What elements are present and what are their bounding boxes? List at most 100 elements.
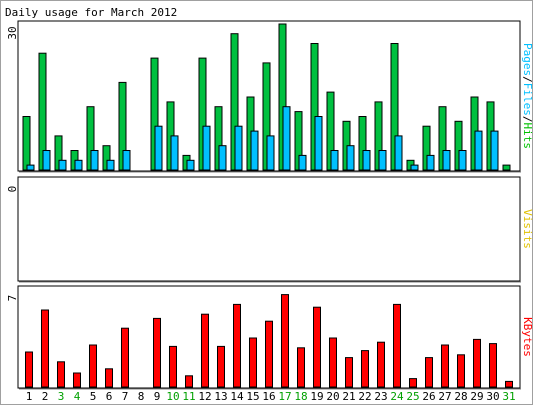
bar-kbytes-day-23: [377, 341, 385, 388]
bar-files-day-7: [122, 150, 131, 171]
bar-kbytes-day-31: [505, 380, 513, 388]
bar-kbytes-day-4: [73, 372, 81, 388]
bar-kbytes-day-22: [361, 350, 369, 388]
bar-files-day-15: [250, 130, 259, 171]
bar-kbytes-day-21: [345, 357, 353, 388]
bar-files-day-6: [106, 159, 115, 171]
bar-files-day-4: [74, 159, 83, 171]
x-tick-label-29: 29: [470, 390, 483, 403]
x-tick-label-28: 28: [454, 390, 467, 403]
bar-kbytes-day-13: [217, 345, 225, 388]
bar-kbytes-day-29: [473, 338, 481, 388]
x-tick-label-7: 7: [122, 390, 129, 403]
bar-kbytes-day-9: [153, 317, 161, 388]
bar-files-day-1: [26, 164, 35, 171]
x-tick-label-31: 31: [502, 390, 515, 403]
bar-kbytes-day-17: [281, 294, 289, 388]
legend-part-4: Hits: [521, 123, 532, 150]
x-tick-label-25: 25: [406, 390, 419, 403]
x-tick-label-3: 3: [58, 390, 65, 403]
bar-kbytes-day-26: [425, 357, 433, 388]
x-tick-label-11: 11: [182, 390, 195, 403]
chart-title: Daily usage for March 2012: [5, 6, 177, 19]
bar-kbytes-day-28: [457, 354, 465, 388]
bar-files-day-5: [90, 150, 99, 171]
bar-kbytes-day-12: [201, 313, 209, 388]
bar-files-day-9: [154, 125, 163, 171]
x-tick-label-14: 14: [230, 390, 244, 403]
x-tick-label-2: 2: [42, 390, 49, 403]
bar-kbytes-day-7: [121, 327, 129, 388]
bar-kbytes-day-18: [297, 347, 305, 388]
bar-kbytes-day-16: [265, 320, 273, 388]
bar-kbytes-day-11: [185, 375, 193, 388]
bar-files-day-12: [202, 125, 211, 171]
x-tick-label-9: 9: [154, 390, 161, 403]
bar-files-day-14: [234, 125, 243, 171]
x-tick-label-18: 18: [294, 390, 307, 403]
panel-visits-legend-label: Visits: [521, 209, 532, 249]
x-tick-label-15: 15: [246, 390, 259, 403]
bar-files-day-28: [458, 150, 467, 171]
panel-visits-ymax-label: 0: [6, 186, 19, 193]
bar-files-day-26: [426, 154, 435, 171]
bar-hits-day-1: [22, 116, 31, 171]
x-tick-label-26: 26: [422, 390, 435, 403]
bar-files-day-10: [170, 135, 179, 171]
x-tick-label-13: 13: [214, 390, 227, 403]
x-tick-label-8: 8: [138, 390, 145, 403]
bar-hits-day-31: [502, 164, 511, 171]
panel-hits-files-pages-ymax-label: 30: [6, 26, 19, 39]
bar-kbytes-day-24: [393, 303, 401, 388]
bar-files-day-18: [298, 154, 307, 171]
bar-kbytes-day-2: [41, 309, 49, 388]
bar-files-day-23: [378, 150, 387, 171]
bar-files-day-30: [490, 130, 499, 171]
bar-files-day-11: [186, 159, 195, 171]
bar-files-day-29: [474, 130, 483, 171]
bar-kbytes-day-5: [89, 344, 97, 388]
x-tick-label-17: 17: [278, 390, 291, 403]
x-tick-label-19: 19: [310, 390, 323, 403]
x-tick-label-12: 12: [198, 390, 211, 403]
x-tick-label-30: 30: [486, 390, 499, 403]
x-tick-label-4: 4: [74, 390, 81, 403]
x-tick-label-22: 22: [358, 390, 371, 403]
bar-files-day-13: [218, 145, 227, 171]
bar-kbytes-day-1: [25, 351, 33, 388]
bar-files-day-2: [42, 150, 51, 171]
bar-files-day-17: [282, 106, 291, 171]
x-tick-label-10: 10: [166, 390, 179, 403]
bar-kbytes-day-19: [313, 306, 321, 388]
legend-part-0: KBytes: [521, 317, 532, 357]
legend-part-2: Files: [521, 83, 532, 116]
x-tick-label-16: 16: [262, 390, 275, 403]
bar-kbytes-day-10: [169, 345, 177, 388]
legend-part-1: /: [521, 76, 532, 83]
x-tick-label-6: 6: [106, 390, 113, 403]
bar-kbytes-day-30: [489, 343, 497, 388]
panel-hits-files-pages-legend-label: Pages/Files/Hits: [521, 43, 532, 149]
bar-kbytes-day-20: [329, 337, 337, 388]
legend-part-3: /: [521, 116, 532, 123]
panel-visits-box: [17, 176, 521, 282]
bar-files-day-16: [266, 135, 275, 171]
bar-files-day-21: [346, 145, 355, 171]
x-tick-label-1: 1: [26, 390, 33, 403]
bar-files-day-27: [442, 150, 451, 171]
bar-kbytes-day-25: [409, 378, 417, 388]
bar-kbytes-day-14: [233, 303, 241, 388]
bar-files-day-19: [314, 116, 323, 171]
x-tick-label-23: 23: [374, 390, 387, 403]
panel-kbytes-ymax-label: 7: [6, 295, 19, 302]
legend-part-0: Visits: [521, 209, 532, 249]
panel-kbytes-legend-label: KBytes: [521, 317, 532, 357]
bar-kbytes-day-27: [441, 344, 449, 388]
bar-files-day-25: [410, 164, 419, 171]
x-tick-label-27: 27: [438, 390, 451, 403]
bar-files-day-22: [362, 150, 371, 171]
bar-kbytes-day-3: [57, 361, 65, 388]
legend-part-0: Pages: [521, 43, 532, 76]
